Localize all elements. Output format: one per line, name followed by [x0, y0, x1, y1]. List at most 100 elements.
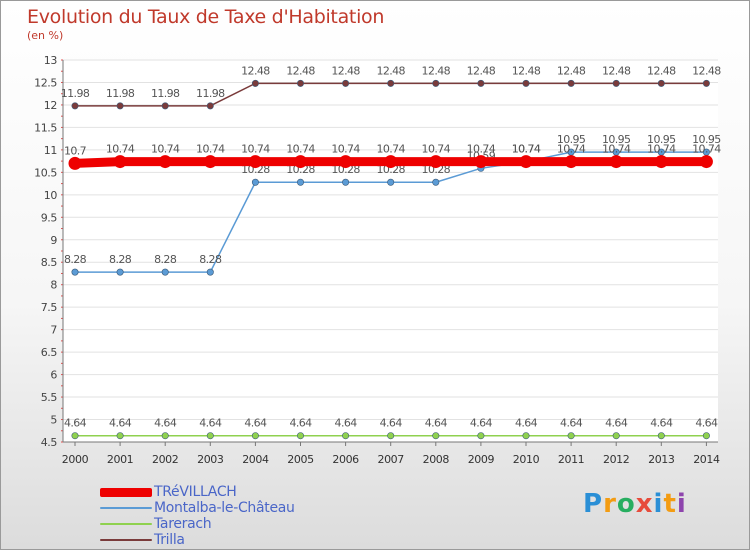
- data-label: 10.95: [557, 133, 586, 146]
- data-label: 4.64: [470, 417, 493, 430]
- data-label: 12.48: [692, 64, 721, 77]
- data-label: 10.74: [692, 143, 721, 156]
- y-tick-label: 6: [50, 369, 57, 382]
- data-point: [296, 432, 304, 440]
- data-label: 10.74: [557, 143, 586, 156]
- data-point: [71, 268, 79, 276]
- legend-label: TRéVILLACH: [154, 484, 237, 500]
- data-point: [657, 432, 665, 440]
- data-point: [387, 178, 395, 186]
- legend-item: Trilla: [100, 532, 295, 548]
- data-label: 4.64: [515, 417, 538, 430]
- legend-swatch: [100, 507, 152, 509]
- data-point: [657, 79, 665, 87]
- data-label: 12.48: [467, 64, 496, 77]
- chart-subtitle: (en %): [27, 29, 64, 42]
- x-tick-label: 2008: [423, 453, 450, 466]
- data-point: [116, 268, 124, 276]
- x-tick-label: 2011: [558, 453, 584, 466]
- data-label: 4.64: [560, 417, 583, 430]
- data-point: [158, 155, 172, 169]
- data-label: 11.98: [106, 87, 135, 100]
- legend-item: Montalba-le-Château: [100, 500, 295, 516]
- data-label: 10.74: [331, 143, 360, 156]
- data-point: [71, 432, 79, 440]
- data-label: 4.64: [109, 417, 132, 430]
- data-point: [116, 102, 124, 110]
- y-tick-label: 7.5: [41, 301, 58, 314]
- data-label: 10.74: [647, 143, 676, 156]
- data-label: 10.74: [286, 143, 315, 156]
- chart-legend: TRéVILLACH Montalba-le-Château Tarerach Tri…: [100, 484, 295, 548]
- data-label: 4.64: [289, 417, 312, 430]
- data-point: [567, 432, 575, 440]
- data-point: [612, 432, 620, 440]
- data-point: [342, 432, 350, 440]
- data-label: 10.74: [196, 143, 225, 156]
- data-point: [251, 178, 259, 186]
- plot-area: [63, 60, 718, 442]
- y-tick-label: 9.5: [41, 211, 58, 224]
- legend-label: Tarerach: [154, 516, 212, 532]
- data-point: [113, 155, 127, 169]
- data-label: 10.7: [64, 144, 87, 157]
- data-label: 4.64: [335, 417, 358, 430]
- data-label: 12.48: [557, 64, 586, 77]
- data-point: [564, 155, 578, 169]
- data-label: 8.28: [199, 253, 222, 266]
- legend-item: TRéVILLACH: [100, 484, 295, 500]
- logo-letter: o: [616, 489, 636, 519]
- logo-letter: P: [583, 489, 604, 519]
- x-tick-label: 2006: [332, 453, 359, 466]
- data-label: 10.28: [376, 163, 405, 176]
- data-point: [342, 79, 350, 87]
- x-tick-label: 2001: [107, 453, 133, 466]
- x-tick-label: 2007: [377, 453, 404, 466]
- data-point: [116, 432, 124, 440]
- logo-letter: x: [635, 489, 654, 519]
- data-label: 12.48: [647, 64, 676, 77]
- data-label: 8.28: [154, 253, 177, 266]
- y-tick-label: 5: [50, 414, 57, 427]
- data-point: [477, 432, 485, 440]
- legend-swatch: [100, 523, 152, 525]
- data-point: [612, 79, 620, 87]
- data-point: [206, 102, 214, 110]
- y-tick-label: 9: [50, 234, 57, 247]
- data-label: 4.64: [695, 417, 718, 430]
- y-tick-label: 13: [44, 54, 58, 67]
- data-label: 10.74: [512, 143, 541, 156]
- data-point: [294, 155, 307, 169]
- x-tick-label: 2002: [152, 453, 178, 466]
- data-label: 11.98: [61, 87, 90, 100]
- data-label: 12.48: [422, 64, 451, 77]
- y-tick-label: 12: [44, 99, 57, 112]
- data-point: [474, 155, 488, 169]
- data-point: [251, 432, 259, 440]
- x-tick-label: 2000: [62, 453, 89, 466]
- y-tick-label: 12.5: [34, 76, 57, 89]
- x-tick-label: 2004: [242, 453, 269, 466]
- data-point: [71, 102, 79, 110]
- data-point: [702, 79, 710, 87]
- data-point: [432, 79, 440, 87]
- y-tick-label: 10: [44, 189, 58, 202]
- legend-label: Montalba-le-Château: [154, 500, 295, 516]
- data-label: 12.48: [241, 64, 270, 77]
- data-point: [68, 156, 82, 170]
- data-point: [432, 178, 440, 186]
- legend-swatch: [100, 539, 152, 541]
- data-point: [206, 268, 214, 276]
- data-label: 11.98: [196, 87, 225, 100]
- y-tick-label: 4.5: [41, 436, 58, 449]
- data-label: 10.74: [106, 143, 135, 156]
- legend-label: Trilla: [154, 532, 185, 548]
- logo-letter: r: [603, 489, 617, 519]
- data-label: 10.74: [376, 143, 405, 156]
- data-point: [296, 79, 304, 87]
- logo-letter: t: [663, 489, 677, 519]
- data-label: 11.98: [151, 87, 180, 100]
- x-tick-label: 2013: [648, 453, 675, 466]
- data-point: [702, 432, 710, 440]
- data-label: 8.28: [109, 253, 132, 266]
